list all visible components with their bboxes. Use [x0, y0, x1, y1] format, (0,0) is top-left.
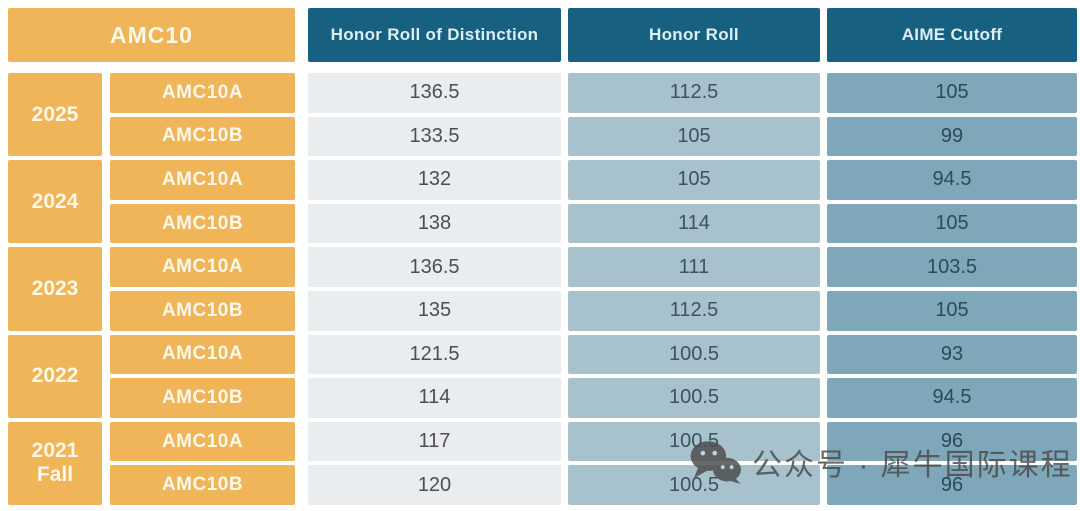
score-cell-hr: 105	[568, 116, 820, 157]
exam-cell: AMC10A	[110, 160, 295, 200]
exam-cell: AMC10B	[110, 290, 295, 331]
exam-cell: AMC10A	[110, 421, 295, 462]
year-cell-2025: 2025	[8, 73, 102, 157]
score-cell-aime: 105	[827, 203, 1077, 244]
score-cell-hr: 100.5	[568, 465, 820, 505]
score-cell-aime: 96	[827, 421, 1077, 462]
score-cell-hr: 114	[568, 203, 820, 244]
score-cell-hrd: 117	[308, 421, 561, 462]
column-header-honor-roll-of-distinction: Honor Roll of Distinction	[308, 8, 561, 62]
exam-cell: AMC10A	[110, 247, 295, 287]
score-cell-hrd: 135	[308, 290, 561, 331]
exam-cell: AMC10A	[110, 334, 295, 375]
year-cell-2021-fall: 2021 Fall	[8, 421, 102, 505]
score-cell-aime: 96	[827, 465, 1077, 505]
score-cell-hr: 112.5	[568, 73, 820, 113]
exam-cell: AMC10B	[110, 116, 295, 157]
exam-cell: AMC10A	[110, 73, 295, 113]
score-cell-hr: 105	[568, 160, 820, 200]
score-cell-aime: 103.5	[827, 247, 1077, 287]
score-cell-hrd: 120	[308, 465, 561, 505]
year-cell-2022: 2022	[8, 334, 102, 418]
score-cell-aime: 94.5	[827, 378, 1077, 418]
score-cell-hrd: 136.5	[308, 73, 561, 113]
score-cell-hr: 112.5	[568, 290, 820, 331]
score-cell-hr: 100.5	[568, 421, 820, 462]
exam-cell: AMC10B	[110, 203, 295, 244]
score-cell-hrd: 138	[308, 203, 561, 244]
exam-cell: AMC10B	[110, 378, 295, 418]
score-cell-hrd: 132	[308, 160, 561, 200]
score-cell-aime: 99	[827, 116, 1077, 157]
exam-cell: AMC10B	[110, 465, 295, 505]
score-cell-hr: 100.5	[568, 378, 820, 418]
table-body: 2025 2024 2023 2022 2021 Fall AMC10A 136…	[8, 73, 1080, 505]
score-cell-hr: 111	[568, 247, 820, 287]
score-cell-hrd: 133.5	[308, 116, 561, 157]
table-header-row: AMC10 Honor Roll of Distinction Honor Ro…	[8, 8, 1080, 62]
column-header-aime-cutoff: AIME Cutoff	[827, 8, 1077, 62]
score-cell-hrd: 136.5	[308, 247, 561, 287]
score-cell-hrd: 121.5	[308, 334, 561, 375]
score-cell-aime: 105	[827, 73, 1077, 113]
score-cell-aime: 105	[827, 290, 1077, 331]
year-cell-2023: 2023	[8, 247, 102, 331]
score-cell-aime: 94.5	[827, 160, 1077, 200]
column-header-honor-roll: Honor Roll	[568, 8, 820, 62]
year-cell-2024: 2024	[8, 160, 102, 244]
score-cell-hrd: 114	[308, 378, 561, 418]
corner-header-amc10: AMC10	[8, 8, 295, 62]
score-cell-aime: 93	[827, 334, 1077, 375]
score-cell-hr: 100.5	[568, 334, 820, 375]
